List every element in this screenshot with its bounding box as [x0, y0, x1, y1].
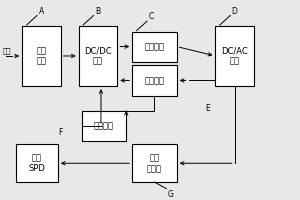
- Text: DC/DC
变换: DC/DC 变换: [84, 46, 112, 66]
- Text: B: B: [95, 7, 100, 16]
- Text: 电流采样: 电流采样: [145, 76, 164, 85]
- Text: 被测
SPD: 被测 SPD: [28, 154, 46, 173]
- Text: F: F: [58, 128, 62, 137]
- Text: D: D: [232, 7, 238, 16]
- Text: A: A: [38, 7, 44, 16]
- Text: 市电: 市电: [3, 47, 11, 54]
- Bar: [132, 144, 177, 182]
- Text: 电流放大: 电流放大: [94, 121, 114, 130]
- Bar: [132, 65, 177, 96]
- Bar: [82, 111, 126, 141]
- Text: G: G: [168, 190, 174, 199]
- Bar: [79, 26, 117, 86]
- Text: DC/AC
变换: DC/AC 变换: [221, 46, 248, 66]
- Text: 升压
变压器: 升压 变压器: [147, 154, 162, 173]
- Bar: [22, 26, 61, 86]
- Text: C: C: [148, 12, 154, 21]
- Bar: [215, 26, 254, 86]
- Text: E: E: [205, 104, 210, 113]
- Text: 限流电路: 限流电路: [145, 42, 164, 51]
- Text: 整流
滤波: 整流 滤波: [37, 46, 46, 66]
- Bar: [132, 32, 177, 62]
- Bar: [16, 144, 58, 182]
